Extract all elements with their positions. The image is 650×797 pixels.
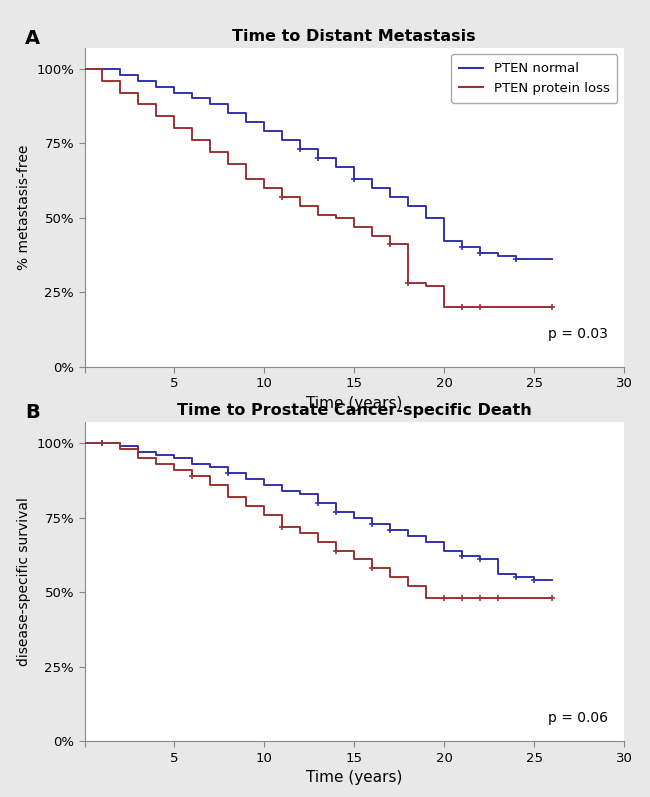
X-axis label: Time (years): Time (years)	[306, 395, 402, 410]
Text: p = 0.03: p = 0.03	[548, 327, 608, 341]
Y-axis label: disease-specific survival: disease-specific survival	[17, 497, 31, 666]
Text: A: A	[25, 29, 40, 48]
Text: p = 0.06: p = 0.06	[548, 711, 608, 725]
Y-axis label: % metastasis-free: % metastasis-free	[17, 144, 31, 270]
Title: Time to Prostate Cancer-specific Death: Time to Prostate Cancer-specific Death	[177, 403, 532, 418]
Title: Time to Distant Metastasis: Time to Distant Metastasis	[233, 29, 476, 44]
X-axis label: Time (years): Time (years)	[306, 770, 402, 785]
Legend: PTEN normal, PTEN protein loss: PTEN normal, PTEN protein loss	[451, 54, 618, 103]
Text: B: B	[25, 403, 40, 422]
